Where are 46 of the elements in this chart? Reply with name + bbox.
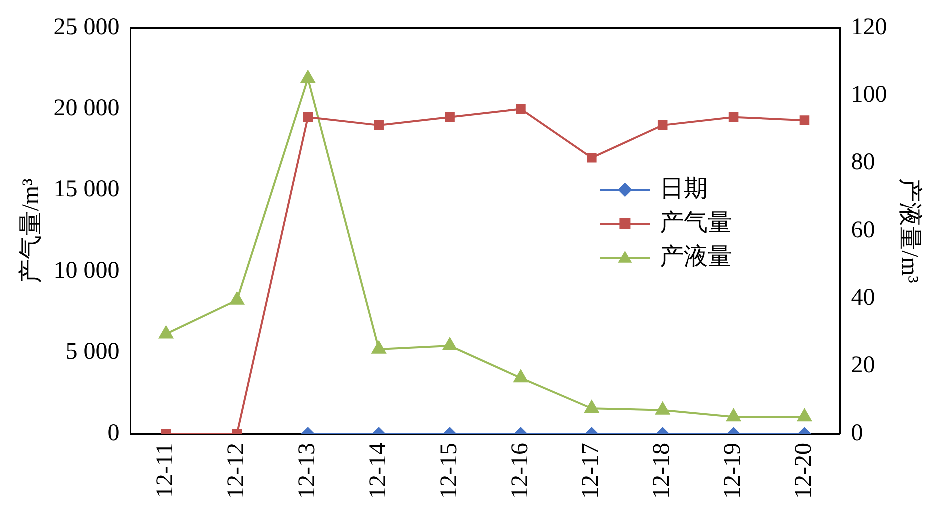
point	[442, 338, 458, 351]
point	[584, 400, 599, 414]
y2-axis-title: 产液量/m³	[896, 178, 924, 284]
y2-tick-label: 0	[851, 420, 864, 446]
point	[798, 409, 812, 422]
y-axis-title: 产气量/m³	[18, 178, 45, 284]
point	[514, 370, 528, 383]
x-tick-label: 12-16	[507, 443, 534, 500]
point	[800, 116, 810, 126]
x-tick-label: 12-18	[649, 443, 676, 500]
point	[726, 409, 741, 422]
point	[159, 326, 174, 339]
legend-label: 日期	[660, 176, 708, 202]
y-tick-label: 10 000	[54, 258, 120, 284]
y2-tick-label: 40	[851, 284, 876, 311]
x-tick-label: 12-20	[791, 443, 818, 500]
x-tick-label: 12-12	[224, 443, 250, 500]
x-tick-label: 12-13	[294, 443, 320, 500]
x-tick-label: 12-19	[720, 443, 746, 500]
y-tick-label: 15 000	[54, 176, 120, 203]
y-tick-label: 5 000	[66, 339, 120, 366]
y2-tick-label: 20	[851, 352, 876, 379]
point	[516, 104, 526, 114]
y2-tick-label: 120	[851, 14, 888, 40]
y-tick-label: 0	[108, 420, 120, 446]
x-tick-label: 12-11	[152, 443, 179, 498]
point	[445, 112, 455, 122]
point	[230, 292, 244, 305]
point	[372, 341, 386, 354]
x-tick-label: 12-14	[365, 443, 392, 500]
x-tick-label: 12-15	[436, 443, 462, 500]
x-tick-label: 12-17	[578, 443, 604, 500]
point	[303, 112, 314, 122]
y-tick-label: 20 000	[54, 96, 120, 122]
point	[728, 112, 739, 122]
point	[587, 153, 597, 163]
y2-tick-label: 100	[851, 82, 888, 108]
point	[301, 70, 316, 84]
y-tick-label: 25 000	[54, 14, 120, 40]
point	[374, 120, 384, 130]
y2-tick-label: 60	[851, 217, 876, 244]
y2-tick-label: 80	[851, 150, 876, 176]
legend-label: 产液量	[660, 243, 732, 270]
point	[656, 402, 670, 415]
point	[658, 120, 668, 130]
legend-label: 产气量	[660, 209, 732, 236]
